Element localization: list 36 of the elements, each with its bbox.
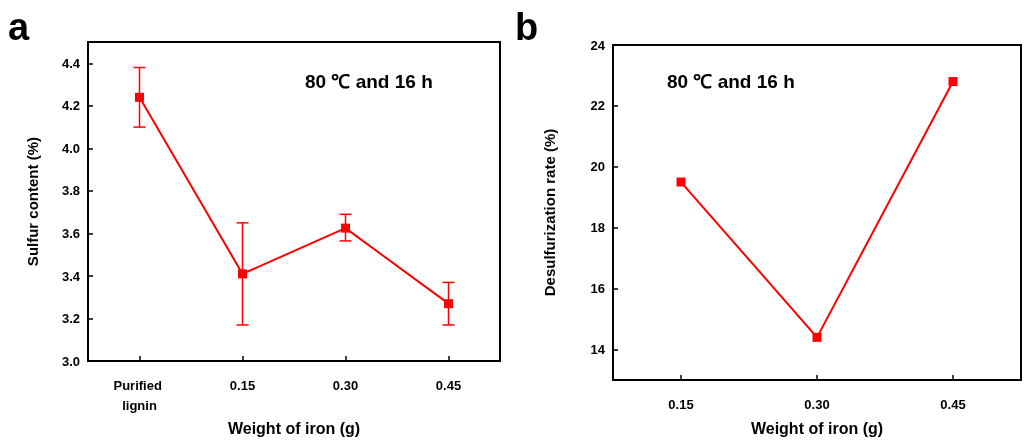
y-tick-label: 3.2 — [61, 311, 80, 327]
point — [948, 77, 958, 87]
point — [341, 223, 350, 233]
x-tick-label: 0.15 — [668, 396, 694, 412]
x-tick-label: 0.30 — [804, 396, 830, 412]
y-tick-label: 24 — [590, 37, 606, 53]
y-tick-label: 14 — [590, 342, 606, 358]
y-tick-label: 4.4 — [61, 55, 81, 71]
y-tick-label: 22 — [590, 98, 605, 114]
point — [444, 299, 453, 309]
y-axis-title: Sulfur content (%) — [24, 136, 41, 267]
x-tick-label: 0.45 — [940, 396, 966, 412]
x-tick-label: 0.45 — [435, 377, 462, 393]
y-tick-label: 16 — [590, 281, 605, 297]
annotation: 80 ℃ and 16 h — [305, 71, 433, 92]
y-axis-title: Desulfurization rate (%) — [541, 128, 558, 297]
x-axis-title: Weight of iron (g) — [750, 419, 884, 437]
y-tick-label: 18 — [590, 220, 605, 236]
annotation: 80 ℃ and 16 h — [667, 71, 795, 92]
x-tick-label: 0.30 — [332, 377, 359, 393]
point — [238, 269, 247, 279]
y-tick-label: 3.6 — [61, 225, 80, 241]
point — [135, 92, 144, 102]
point — [812, 332, 822, 342]
y-tick-label: 3.8 — [61, 183, 80, 199]
y-tick-label: 3.0 — [61, 353, 80, 369]
chart-title: a — [8, 6, 30, 48]
chart-title: b — [515, 6, 539, 48]
point — [676, 177, 686, 187]
y-tick-label: 3.4 — [61, 268, 81, 284]
x-axis-title: Weight of iron (g) — [227, 419, 361, 437]
y-tick-label: 4.0 — [61, 140, 80, 156]
x-tick-label: 0.15 — [229, 377, 256, 393]
y-tick-label: 4.2 — [61, 98, 80, 114]
x-tick-label: Purified lignin — [113, 377, 166, 413]
y-tick-label: 20 — [590, 159, 605, 175]
